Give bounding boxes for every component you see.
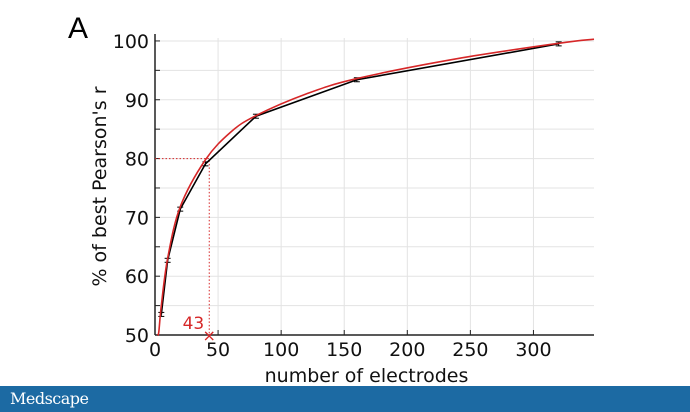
x-tick-label: 300: [515, 339, 551, 361]
x-tick-label: 100: [263, 339, 299, 361]
x-tick-label: 200: [389, 339, 425, 361]
fit-curve: [156, 38, 595, 336]
annotation-x-marker: ×: [203, 326, 216, 345]
panel-label: A: [68, 12, 88, 45]
y-tick-label: 100: [113, 31, 149, 53]
x-tick-label: 150: [326, 339, 362, 361]
x-tick-label: 0: [149, 339, 161, 361]
threshold-guide-line: [155, 158, 210, 335]
y-tick-label: 50: [125, 325, 149, 347]
x-tick-label: 50: [206, 339, 230, 361]
footer-bar: Medscape: [0, 386, 690, 412]
y-axis-label: % of best Pearson's r: [89, 86, 111, 286]
y-tick-label: 80: [125, 149, 149, 171]
medscape-logo: Medscape: [10, 389, 89, 408]
annotation-label: 43: [183, 314, 205, 334]
x-tick-label: 250: [452, 339, 488, 361]
y-tick-label: 60: [125, 266, 149, 288]
y-tick-label: 90: [125, 90, 149, 112]
y-tick-label: 70: [125, 207, 149, 229]
data-series-line: [160, 43, 559, 315]
x-axis-label: number of electrodes: [265, 365, 469, 386]
